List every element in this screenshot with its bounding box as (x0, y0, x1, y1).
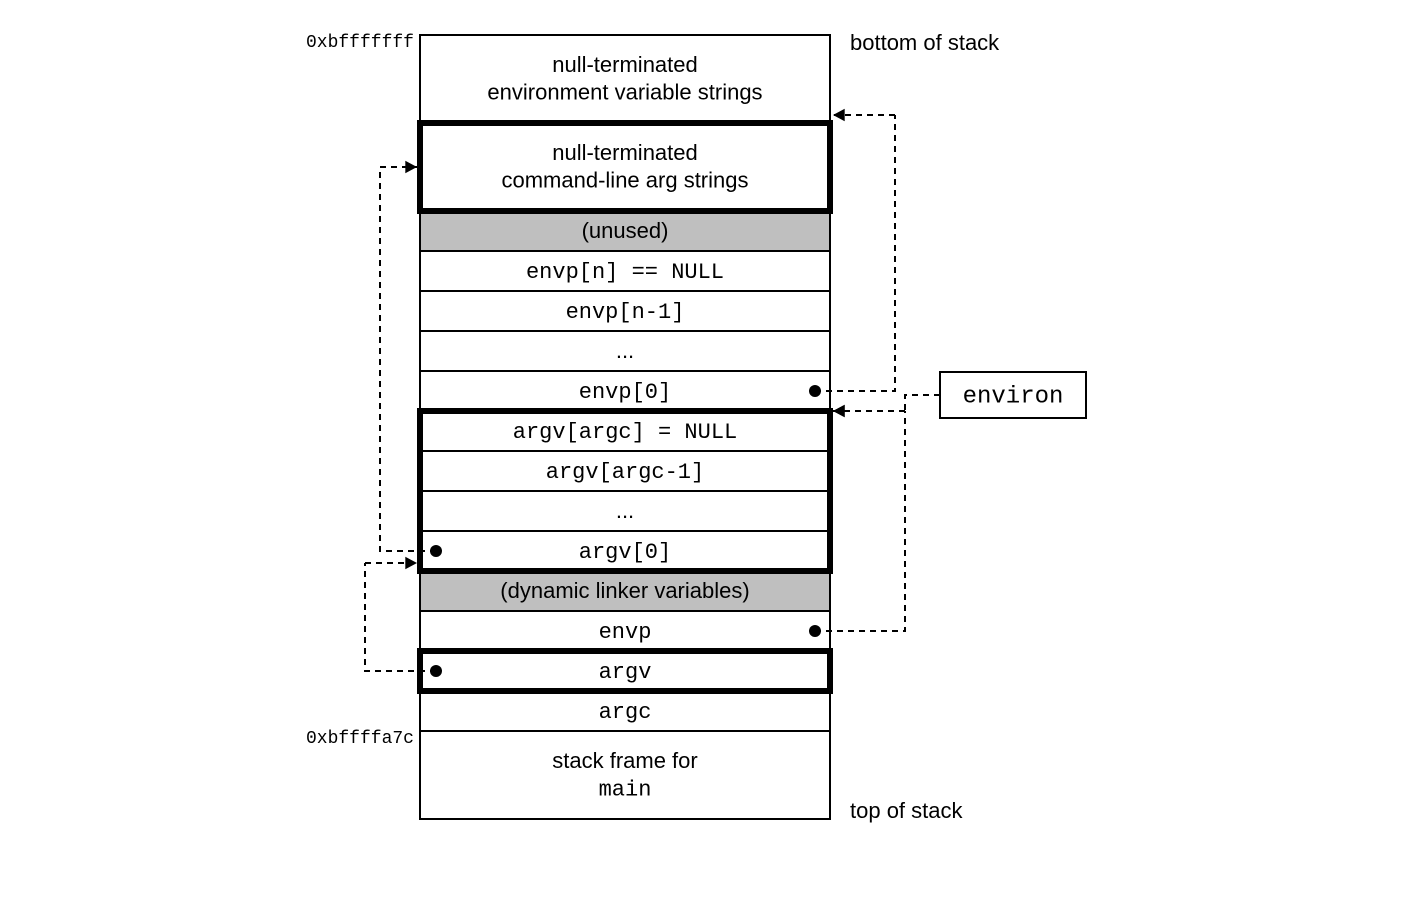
label-bottom-of-stack: bottom of stack (850, 30, 1000, 55)
cell-text-dyn_linker-0: (dynamic linker variables) (500, 578, 749, 603)
cell-text-envp_n-0: envp[n] == NULL (526, 260, 724, 285)
cell-text-argv-0: argv (599, 660, 652, 685)
cell-text-envp_dots-0: ... (616, 338, 634, 363)
cell-text-arg_strings-0: null-terminated (552, 140, 698, 165)
pointer-dot-envp_dot (809, 625, 821, 637)
cell-text-argv_dots-0: ... (616, 498, 634, 523)
cell-text-stack_frame-1: main (599, 778, 652, 803)
cell-text-env_strings-0: null-terminated (552, 52, 698, 77)
pointer-dot-argv0_dot (430, 545, 442, 557)
cell-text-envp-0: envp (599, 620, 652, 645)
cell-text-arg_strings-1: command-line arg strings (502, 168, 749, 193)
cell-text-envp_nm1-0: envp[n-1] (566, 300, 685, 325)
cell-text-unused-0: (unused) (582, 218, 669, 243)
cell-text-argv_argc-0: argv[argc] = NULL (513, 420, 737, 445)
cell-text-envp_0-0: envp[0] (579, 380, 671, 405)
label-top-of-stack: top of stack (850, 798, 964, 823)
environ-text: environ (963, 383, 1064, 410)
cell-text-stack_frame-0: stack frame for (552, 748, 697, 773)
cell-text-argv_0-0: argv[0] (579, 540, 671, 565)
cell-stack_frame (420, 731, 830, 819)
address-1: 0xbffffa7c (306, 729, 414, 749)
pointer-dot-argv_dot (430, 665, 442, 677)
cell-text-argv_argcm1-0: argv[argc-1] (546, 460, 704, 485)
pointer-dot-envp0_dot (809, 385, 821, 397)
cell-text-argc-0: argc (599, 700, 652, 725)
cell-text-env_strings-1: environment variable strings (487, 80, 762, 105)
address-0: 0xbfffffff (306, 33, 414, 53)
